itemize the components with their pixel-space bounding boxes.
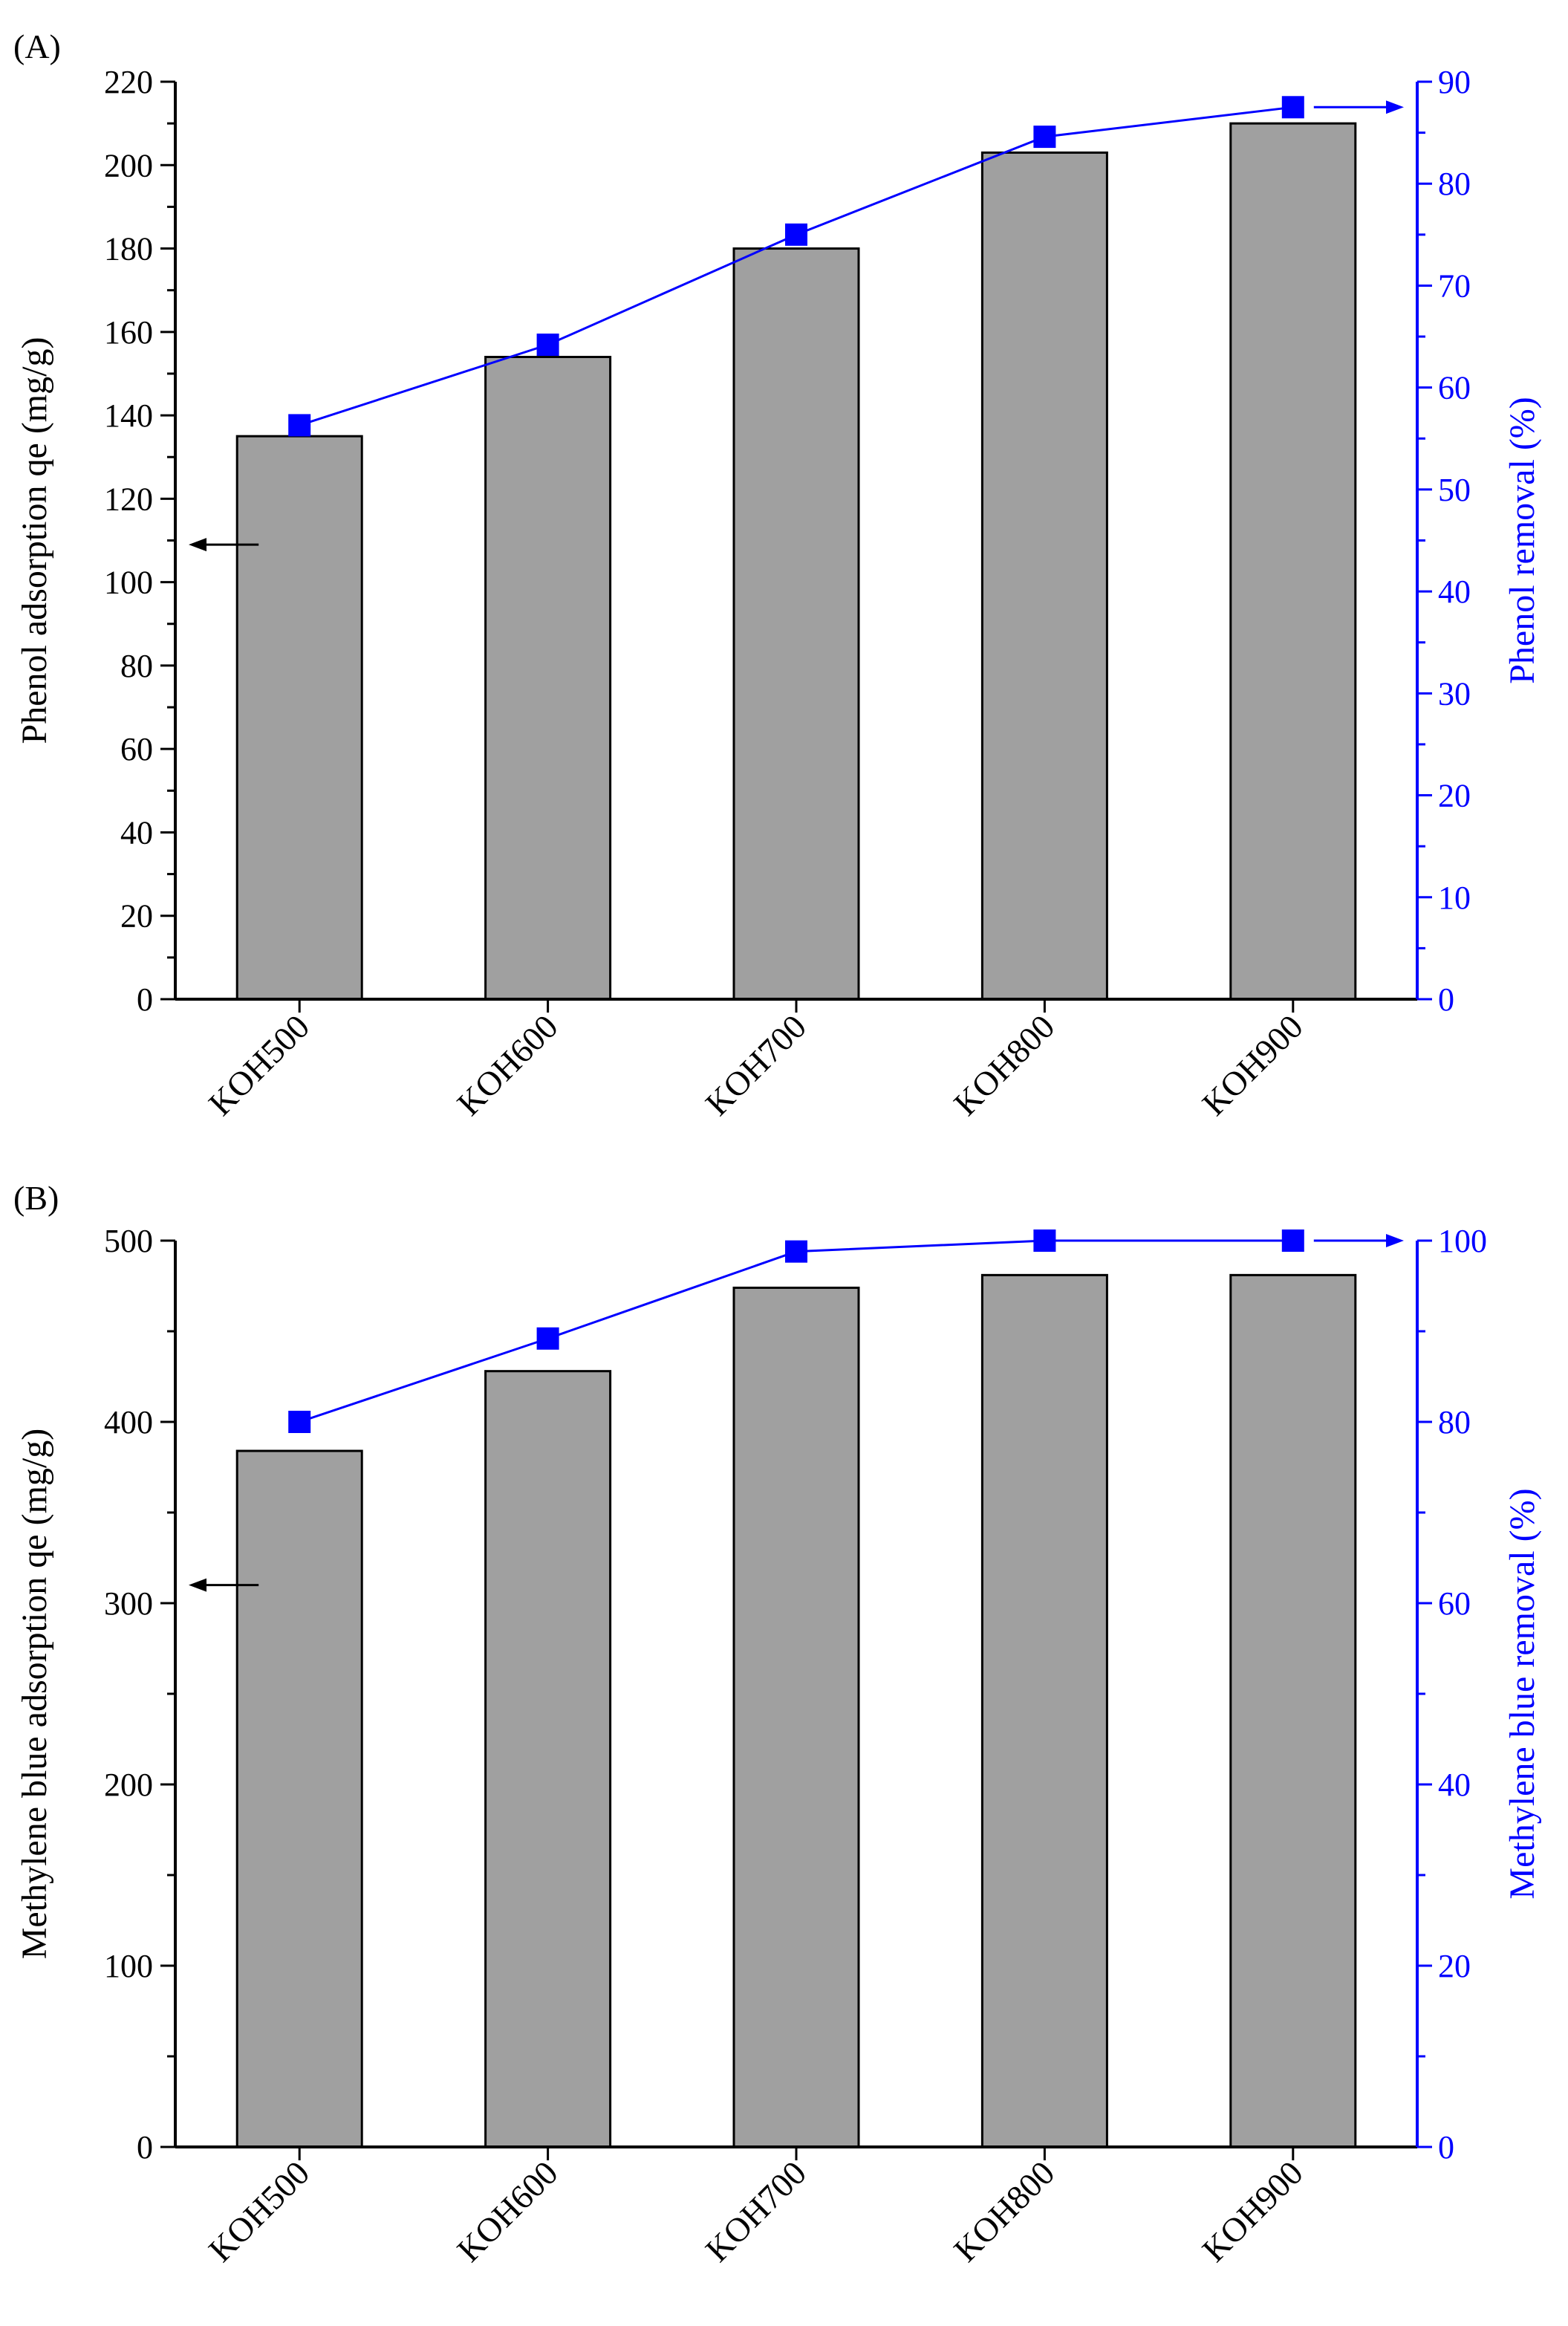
y-tick-label-left: 180 xyxy=(104,231,153,267)
panel-label: (B) xyxy=(13,1179,59,1217)
bar xyxy=(235,1449,363,2148)
bar xyxy=(732,247,860,1001)
bar xyxy=(484,356,612,1001)
category-label: KOH900 xyxy=(1195,2154,1310,2269)
y-tick-label-right: 20 xyxy=(1438,1948,1471,1984)
y-tick-label-left: 140 xyxy=(104,397,153,434)
y-tick-label-right: 80 xyxy=(1438,1404,1471,1440)
panel-a: (A) 0 20 40 60 80 100 120 140 160 180 200 220 0 10 20 30… xyxy=(13,27,1542,1123)
category-label: KOH900 xyxy=(1195,1007,1310,1123)
y-tick-label-left: 300 xyxy=(104,1585,153,1622)
y-tick-label-left: 0 xyxy=(137,981,153,1018)
y-tick-label-right: 0 xyxy=(1438,981,1454,1018)
data-point xyxy=(536,334,559,357)
panel-b: (B) 0 100 200 300 400 500 0 20 40 60 80 100 KOH500 KOH… xyxy=(13,1179,1542,2269)
y-tick-label-right: 70 xyxy=(1438,267,1471,304)
y-tick-label-left: 160 xyxy=(104,314,153,351)
arrow-right-head xyxy=(1386,1234,1404,1247)
y-axis-title-left: Phenol adsorption qe (mg/g) xyxy=(15,337,54,744)
y-tick-label-left: 60 xyxy=(120,731,153,767)
arrow-left-head xyxy=(189,1578,206,1592)
bar xyxy=(980,1273,1108,2148)
y-tick-label-left: 500 xyxy=(104,1223,153,1259)
y-tick-label-left: 0 xyxy=(137,2129,153,2166)
category-label: KOH700 xyxy=(698,2154,813,2269)
y-tick-label-left: 80 xyxy=(120,648,153,684)
data-point xyxy=(536,1327,559,1350)
category-label: KOH800 xyxy=(946,1007,1061,1123)
y-axis-title-left: Methylene blue adsorption qe (mg/g) xyxy=(15,1429,54,1960)
y-tick-label-left: 400 xyxy=(104,1404,153,1440)
arrow-left-head xyxy=(189,538,206,552)
y-tick-label-right: 60 xyxy=(1438,1585,1471,1622)
y-tick-label-left: 40 xyxy=(120,814,153,851)
category-label: KOH700 xyxy=(698,1007,813,1123)
bar xyxy=(484,1370,612,2148)
y-tick-label-left: 100 xyxy=(104,565,153,601)
bar xyxy=(1229,1273,1357,2148)
y-tick-label-right: 50 xyxy=(1438,472,1471,508)
y-tick-label-right: 20 xyxy=(1438,778,1471,814)
y-tick-label-right: 100 xyxy=(1438,1223,1487,1259)
y-tick-label-right: 40 xyxy=(1438,1767,1471,1803)
panel-label: (A) xyxy=(13,27,61,65)
y-tick-label-left: 220 xyxy=(104,64,153,100)
bar xyxy=(732,1286,860,2148)
data-point xyxy=(785,223,807,246)
arrow-right-head xyxy=(1386,100,1404,114)
y-tick-label-left: 200 xyxy=(104,147,153,183)
y-tick-label-left: 200 xyxy=(104,1767,153,1803)
category-label: KOH500 xyxy=(201,2154,316,2269)
category-label: KOH800 xyxy=(946,2154,1061,2269)
y-tick-label-right: 40 xyxy=(1438,574,1471,610)
bar xyxy=(1229,122,1357,1001)
data-point xyxy=(1281,96,1304,119)
y-axis-title-right: Phenol removal (%) xyxy=(1503,397,1542,684)
bar xyxy=(235,435,363,1001)
y-tick-label-right: 90 xyxy=(1438,64,1471,100)
y-tick-label-left: 20 xyxy=(120,898,153,935)
y-tick-label-right: 30 xyxy=(1438,675,1471,712)
y-tick-label-left: 120 xyxy=(104,481,153,517)
data-point xyxy=(785,1240,807,1263)
data-point xyxy=(288,1411,311,1433)
data-point xyxy=(1033,1229,1056,1252)
category-label: KOH600 xyxy=(449,2154,565,2269)
category-label: KOH600 xyxy=(449,1007,565,1123)
data-point xyxy=(1033,126,1056,149)
y-tick-label-left: 100 xyxy=(104,1948,153,1984)
y-axis-title-right: Methylene blue removal (%) xyxy=(1503,1488,1542,1899)
y-tick-label-right: 10 xyxy=(1438,880,1471,916)
data-point xyxy=(1281,1229,1304,1252)
data-point xyxy=(288,414,311,437)
bar xyxy=(980,151,1108,1001)
y-tick-label-right: 0 xyxy=(1438,2129,1454,2166)
y-tick-label-right: 80 xyxy=(1438,166,1471,202)
category-label: KOH500 xyxy=(201,1007,316,1123)
y-tick-label-right: 60 xyxy=(1438,370,1471,406)
